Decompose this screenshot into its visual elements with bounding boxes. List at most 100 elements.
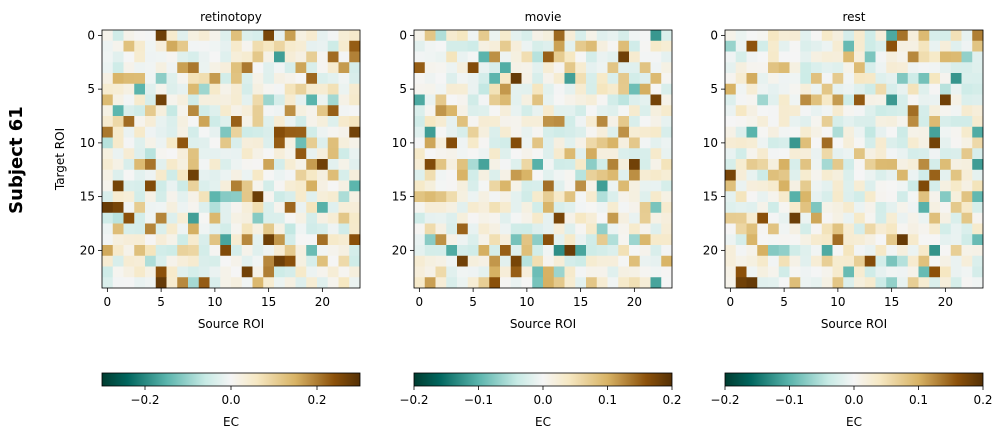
heatmap-cell bbox=[661, 266, 673, 278]
heatmap-cell bbox=[778, 40, 790, 52]
heatmap-cell bbox=[918, 277, 930, 289]
heatmap-cell bbox=[778, 62, 790, 74]
heatmap-cell bbox=[564, 51, 576, 63]
heatmap-cell bbox=[145, 223, 157, 235]
colorbar-tick-label: 0.2 bbox=[307, 393, 326, 407]
heatmap-cell bbox=[102, 94, 114, 106]
colorbar-tick-label: 0.0 bbox=[533, 393, 552, 407]
heatmap-cell bbox=[521, 73, 533, 85]
heatmap-cell bbox=[725, 245, 737, 257]
heatmap-cell bbox=[553, 148, 565, 160]
heatmap-cell bbox=[596, 202, 608, 214]
heatmap-cell bbox=[467, 212, 479, 224]
heatmap-cell bbox=[843, 266, 855, 278]
heatmap-cell bbox=[457, 245, 469, 257]
heatmap-cell bbox=[768, 62, 780, 74]
heatmap-cell bbox=[789, 62, 801, 74]
heatmap-cell bbox=[907, 148, 919, 160]
heatmap-cell bbox=[843, 202, 855, 214]
heatmap-cell bbox=[918, 202, 930, 214]
heatmap-cell bbox=[263, 212, 275, 224]
heatmap-cell bbox=[209, 137, 221, 149]
heatmap-cell bbox=[134, 137, 146, 149]
heatmap-cell bbox=[725, 191, 737, 203]
heatmap-cell bbox=[543, 126, 555, 138]
heatmap-cell bbox=[650, 83, 662, 95]
heatmap-cell bbox=[252, 191, 264, 203]
heatmap-cell bbox=[467, 223, 479, 235]
heatmap-cell bbox=[155, 94, 167, 106]
heatmap-cell bbox=[435, 40, 447, 52]
heatmap-cell bbox=[940, 83, 952, 95]
heatmap-cell bbox=[306, 266, 318, 278]
heatmap-cell bbox=[295, 30, 307, 42]
heatmap-cell bbox=[457, 191, 469, 203]
heatmap-cell bbox=[112, 105, 124, 117]
heatmap-cell bbox=[800, 266, 812, 278]
heatmap-cell bbox=[338, 159, 350, 171]
heatmap-cell bbox=[317, 202, 329, 214]
heatmap-cell bbox=[607, 277, 619, 289]
heatmap-cell bbox=[800, 126, 812, 138]
heatmap-cell bbox=[220, 245, 232, 257]
heatmap-cell bbox=[532, 169, 544, 181]
heatmap-cell bbox=[198, 159, 210, 171]
heatmap-cell bbox=[821, 223, 833, 235]
heatmap-cell bbox=[510, 212, 522, 224]
heatmap-cell bbox=[886, 180, 898, 192]
heatmap-cell bbox=[940, 62, 952, 74]
heatmap-cell bbox=[241, 245, 253, 257]
heatmap-cell bbox=[543, 137, 555, 149]
heatmap-cell bbox=[166, 137, 178, 149]
heatmap-cell bbox=[521, 169, 533, 181]
heatmap-cell bbox=[220, 169, 232, 181]
heatmap-cell bbox=[843, 62, 855, 74]
heatmap-cell bbox=[306, 30, 318, 42]
heatmap-cell bbox=[918, 212, 930, 224]
heatmap-cell bbox=[897, 255, 909, 267]
heatmap-cell bbox=[940, 30, 952, 42]
heatmap-cell bbox=[564, 126, 576, 138]
heatmap-cell bbox=[618, 116, 630, 128]
heatmap-cell bbox=[177, 180, 189, 192]
heatmap-cell bbox=[972, 245, 984, 257]
heatmap-cell bbox=[241, 255, 253, 267]
heatmap-cell bbox=[112, 169, 124, 181]
heatmap-cell bbox=[123, 245, 135, 257]
heatmap-cell bbox=[832, 51, 844, 63]
colorbar-tick-label: −0.2 bbox=[399, 393, 428, 407]
heatmap-cell bbox=[543, 180, 555, 192]
heatmap-cell bbox=[940, 234, 952, 246]
heatmap-cell bbox=[897, 40, 909, 52]
heatmap-cell bbox=[478, 30, 490, 42]
heatmap-cell bbox=[778, 148, 790, 160]
heatmap-cell bbox=[220, 180, 232, 192]
heatmap-cell bbox=[252, 169, 264, 181]
heatmap-cell bbox=[424, 277, 436, 289]
colorbar-tick-label: −0.1 bbox=[775, 393, 804, 407]
x-tick-label: 10 bbox=[519, 295, 534, 309]
heatmap-cell bbox=[338, 105, 350, 117]
heatmap-cell bbox=[478, 51, 490, 63]
heatmap-cell bbox=[166, 62, 178, 74]
heatmap-cell bbox=[778, 51, 790, 63]
heatmap-cell bbox=[414, 83, 426, 95]
heatmap-cell bbox=[521, 191, 533, 203]
heatmap-cell bbox=[650, 245, 662, 257]
heatmap-cell bbox=[618, 202, 630, 214]
heatmap-cell bbox=[532, 40, 544, 52]
heatmap-cell bbox=[188, 137, 200, 149]
heatmap-cell bbox=[467, 83, 479, 95]
panel-title: rest bbox=[842, 10, 865, 24]
heatmap-cell bbox=[306, 234, 318, 246]
heatmap-cell bbox=[607, 40, 619, 52]
heatmap-cell bbox=[112, 73, 124, 85]
heatmap-cell bbox=[134, 223, 146, 235]
heatmap-cell bbox=[897, 169, 909, 181]
heatmap-cell bbox=[789, 137, 801, 149]
heatmap-cell bbox=[832, 266, 844, 278]
heatmap-cell bbox=[467, 148, 479, 160]
heatmap-cell bbox=[907, 255, 919, 267]
heatmap-cell bbox=[424, 62, 436, 74]
